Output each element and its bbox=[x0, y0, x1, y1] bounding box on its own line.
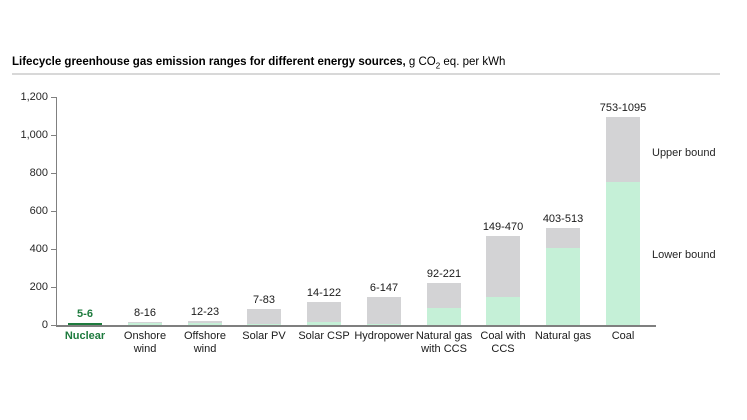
x-axis-label: Onshore wind bbox=[123, 330, 167, 355]
chart-title-text: Lifecycle greenhouse gas emission ranges… bbox=[12, 56, 406, 68]
chart-title: Lifecycle greenhouse gas emission ranges… bbox=[12, 56, 505, 70]
bar-lower-segment bbox=[128, 323, 162, 325]
y-tick-label: 800 bbox=[29, 167, 48, 179]
x-axis-label: Hydropower bbox=[354, 330, 414, 342]
bar-upper-segment bbox=[546, 227, 580, 249]
title-divider bbox=[12, 73, 720, 75]
y-tick-label: 400 bbox=[29, 243, 48, 255]
y-tick-label: 200 bbox=[29, 281, 48, 293]
y-axis-line bbox=[56, 97, 57, 325]
y-tick-label: 600 bbox=[29, 205, 48, 217]
bar-lower-segment bbox=[427, 307, 461, 325]
bar-value-label: 14-122 bbox=[306, 286, 342, 299]
x-axis-label: Natural gas bbox=[534, 330, 592, 342]
x-axis-line bbox=[56, 325, 656, 327]
bar-upper-segment bbox=[307, 301, 341, 323]
y-tick-mark bbox=[51, 173, 56, 174]
y-tick-label: 0 bbox=[41, 319, 48, 331]
y-tick-mark bbox=[51, 135, 56, 136]
bar-value-label: 149-470 bbox=[482, 220, 524, 233]
x-axis-label: Nuclear bbox=[64, 330, 106, 342]
bar-upper-segment bbox=[427, 283, 461, 308]
bar-lower-segment bbox=[68, 323, 102, 325]
x-axis-label: Solar CSP bbox=[298, 330, 350, 342]
annotation-lower-bound: Lower bound bbox=[652, 249, 716, 261]
y-tick-mark bbox=[51, 211, 56, 212]
bar-lower-segment bbox=[307, 322, 341, 325]
annotation-upper-bound: Upper bound bbox=[652, 147, 716, 159]
y-tick-mark bbox=[51, 97, 56, 98]
bar-lower-segment bbox=[188, 322, 222, 325]
bar-upper-segment bbox=[486, 235, 520, 297]
bar-upper-segment bbox=[128, 321, 162, 324]
bar-lower-segment bbox=[486, 296, 520, 325]
y-tick-label: 1,200 bbox=[20, 91, 48, 103]
bar-value-label: 8-16 bbox=[133, 306, 157, 319]
bar-lower-segment bbox=[606, 181, 640, 325]
bar-value-label: 403-513 bbox=[542, 212, 584, 225]
y-tick-mark bbox=[51, 325, 56, 326]
x-axis-label: Natural gas with CCS bbox=[415, 330, 473, 355]
bar-value-label: 5-6 bbox=[77, 308, 93, 320]
bar-value-label: 6-147 bbox=[369, 282, 399, 294]
bar-value-label: 753-1095 bbox=[599, 101, 647, 114]
x-axis-label: Solar PV bbox=[242, 330, 286, 342]
bar-lower-segment bbox=[546, 248, 580, 325]
y-tick-label: 1,000 bbox=[20, 129, 48, 141]
chart-title-unit-subscript: 2 bbox=[435, 61, 441, 71]
x-axis-label: Coal bbox=[611, 330, 635, 342]
bar-upper-segment bbox=[188, 320, 222, 323]
chart-title-unit: g CO bbox=[405, 56, 436, 68]
x-axis-label: Coal with CCS bbox=[480, 330, 526, 355]
chart-title-unit-suffix: eq. per kWh bbox=[440, 56, 506, 68]
bar-value-label: 92-221 bbox=[426, 268, 462, 280]
bar-upper-segment bbox=[68, 323, 102, 324]
bar-upper-segment bbox=[606, 116, 640, 182]
bar-value-label: 7-83 bbox=[252, 294, 276, 307]
x-axis-label: Offshore wind bbox=[184, 330, 226, 355]
bar-upper-segment bbox=[247, 309, 281, 324]
bar-value-label: 12-23 bbox=[190, 305, 220, 318]
y-tick-mark bbox=[51, 249, 56, 250]
bar-lower-segment bbox=[247, 323, 281, 325]
bar-lower-segment bbox=[367, 323, 401, 325]
y-tick-mark bbox=[51, 287, 56, 288]
bar-upper-segment bbox=[367, 297, 401, 324]
